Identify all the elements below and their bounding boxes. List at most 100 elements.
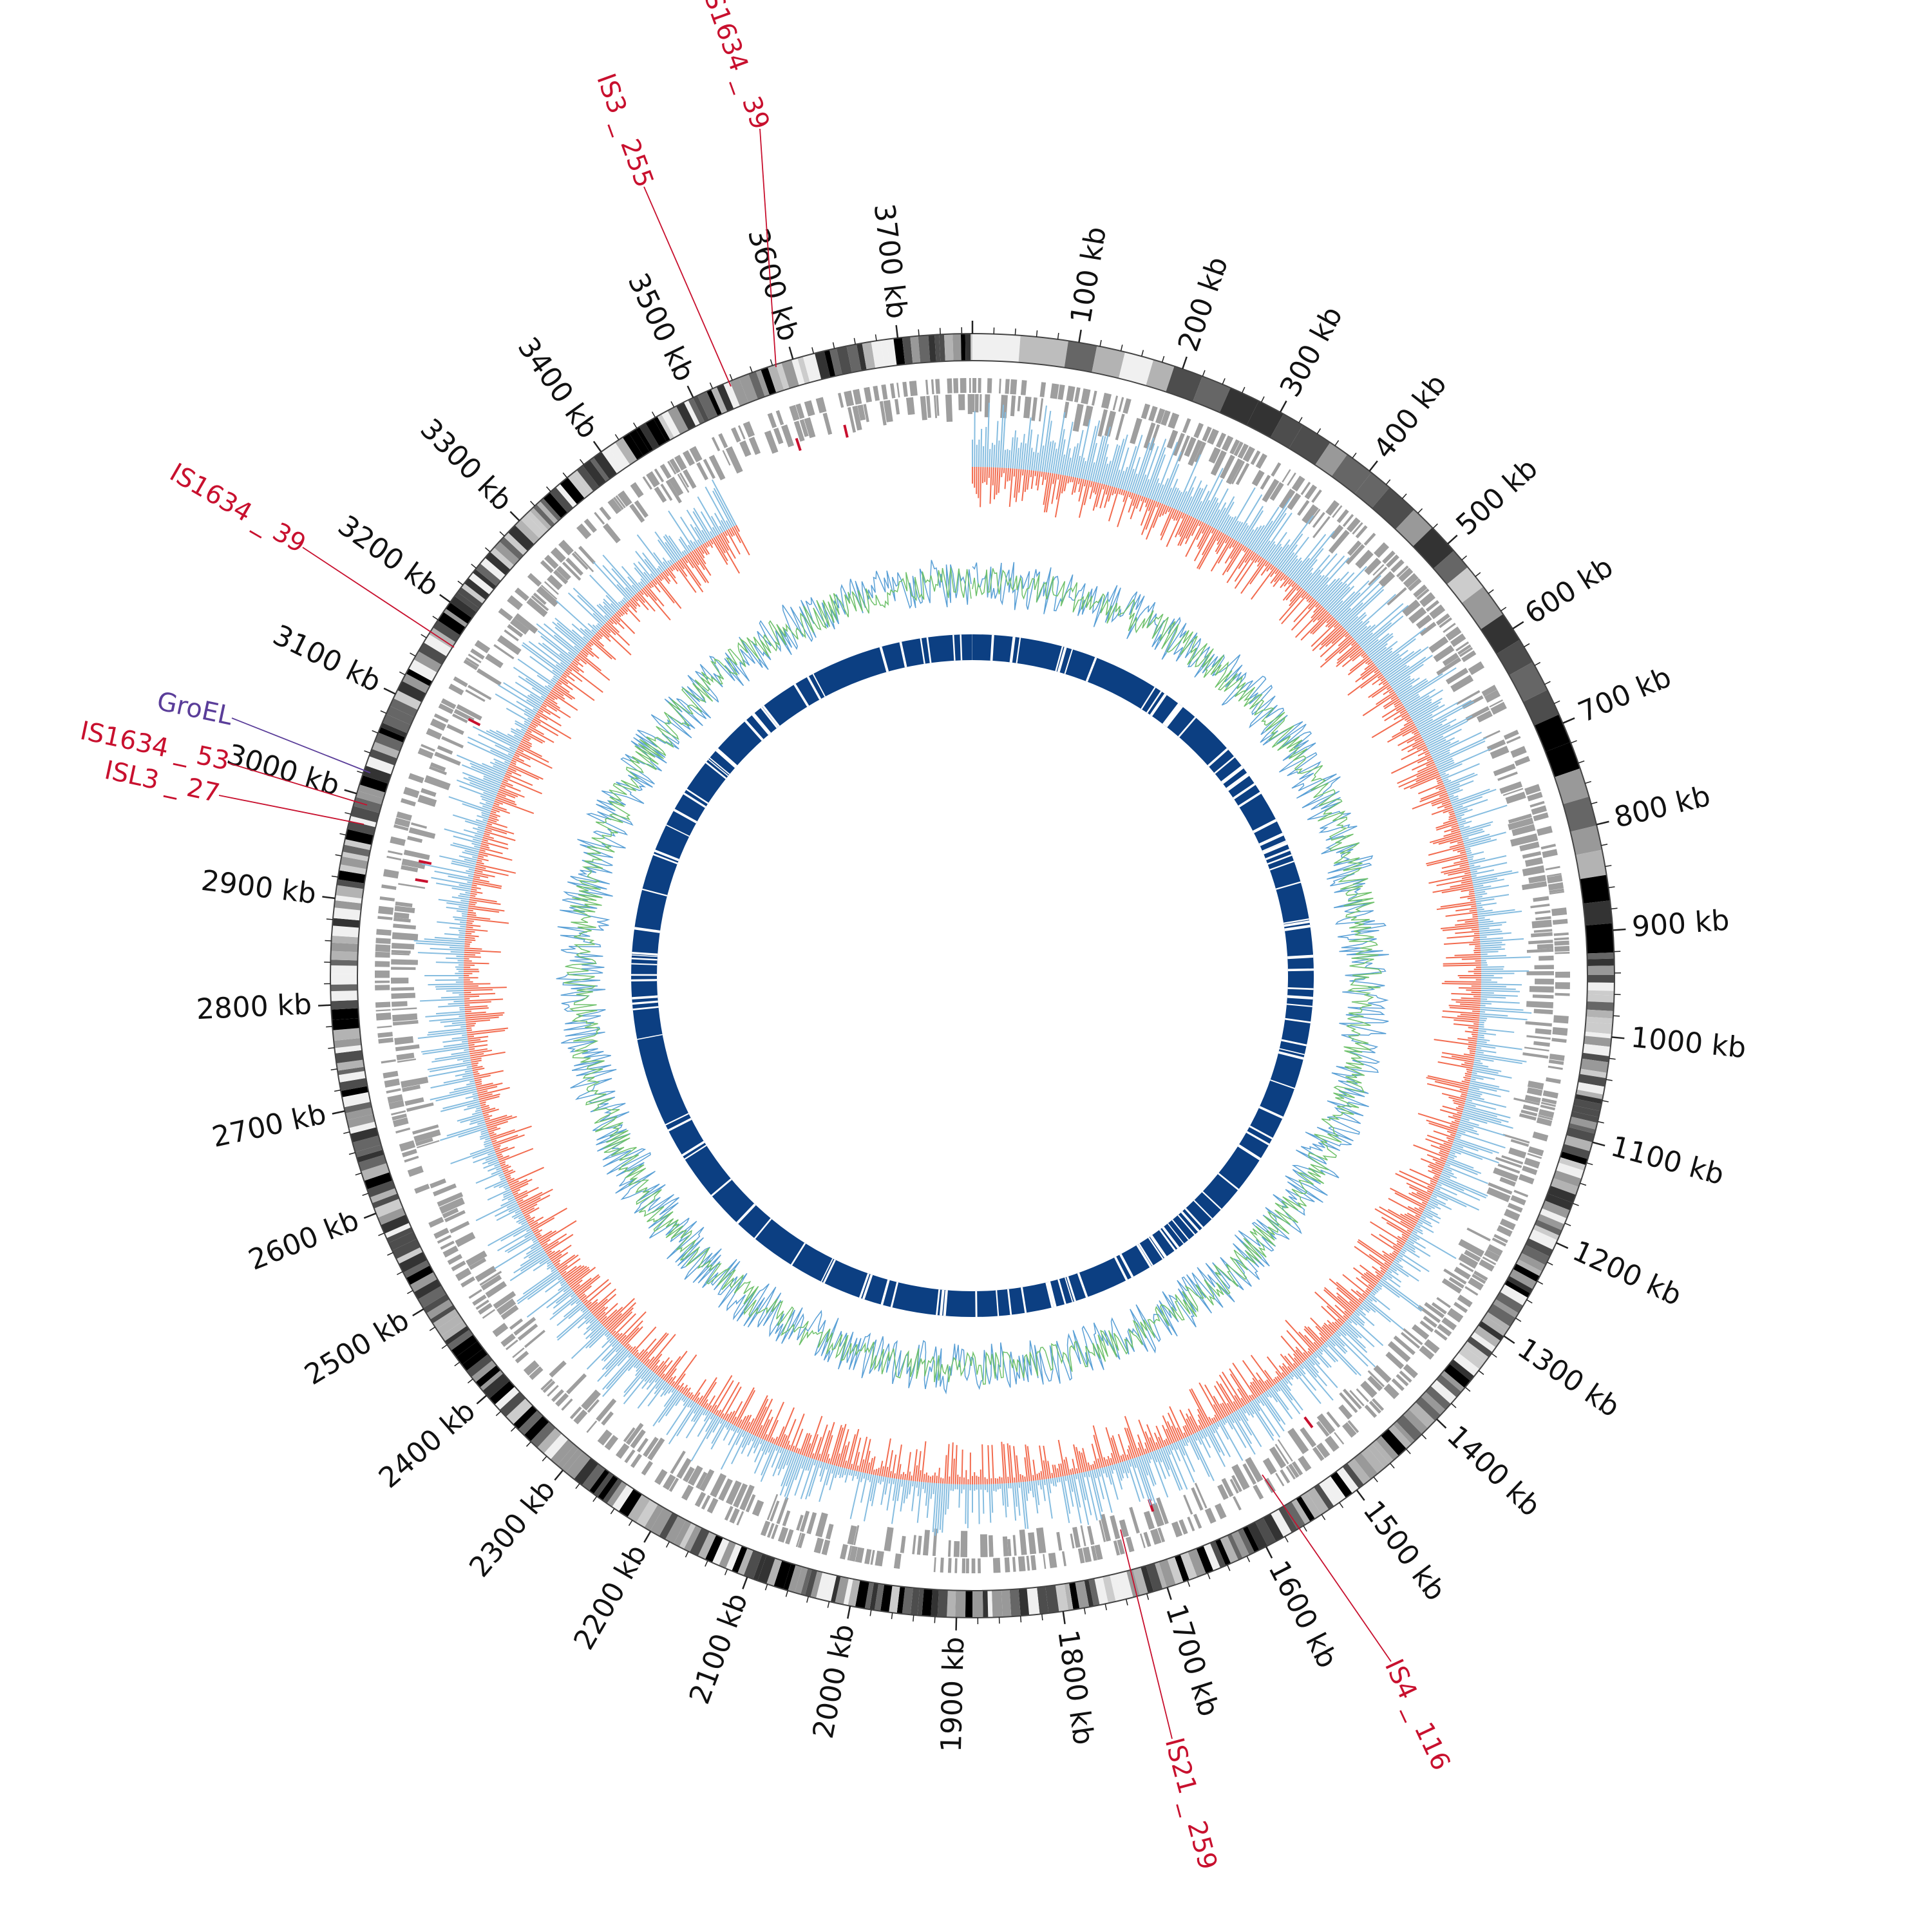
coverage-red-bar <box>1077 478 1081 484</box>
coverage-blue-bar <box>1465 1101 1497 1110</box>
coverage-red-bar <box>636 1349 645 1359</box>
coverage-blue-bar <box>1050 1478 1052 1484</box>
gene-tile <box>1125 1537 1135 1553</box>
coverage-blue-bar <box>592 612 605 625</box>
coverage-blue-bar <box>1456 1131 1506 1149</box>
coverage-red-bar <box>706 541 710 547</box>
coverage-blue-bar <box>461 764 503 782</box>
coverage-red-bar <box>596 631 603 638</box>
coverage-red-bar <box>650 580 661 593</box>
coverage-red-bar <box>471 1062 479 1065</box>
gene-tile <box>453 676 468 688</box>
gene-tile <box>847 1545 852 1560</box>
coverage-red-bar <box>1039 1445 1045 1480</box>
minor-tick <box>542 1455 547 1462</box>
coverage-blue-bar <box>556 600 595 636</box>
chromosome-band <box>330 974 358 985</box>
coverage-blue-bar <box>571 623 591 641</box>
gene-tile <box>381 1059 396 1064</box>
coverage-blue-bar <box>417 1032 468 1039</box>
minor-tick <box>1417 508 1423 514</box>
coverage-blue-bar <box>800 1459 815 1499</box>
coverage-blue-bar <box>1257 1396 1265 1406</box>
coverage-blue-bar <box>472 1149 495 1159</box>
chromosome-band <box>446 602 472 624</box>
coverage-red-bar <box>1211 527 1215 534</box>
coverage-red-bar <box>927 1475 929 1483</box>
cds-gap <box>812 673 826 697</box>
coverage-blue-bar <box>1045 1479 1053 1519</box>
coverage-red-bar <box>486 1115 513 1125</box>
coverage-blue-bar <box>1460 821 1493 832</box>
coverage-blue-bar <box>1450 1149 1462 1155</box>
coverage-red-bar <box>524 735 531 740</box>
coverage-red-bar <box>1091 1443 1099 1469</box>
minor-tick <box>1284 1536 1289 1543</box>
coverage-red-bar <box>471 1059 482 1063</box>
coverage-red-bar <box>715 1410 719 1416</box>
chromosome-band <box>917 1588 924 1616</box>
coverage-blue-bar <box>689 1401 695 1408</box>
coverage-blue-bar <box>1354 1311 1360 1316</box>
coverage-red-bar <box>685 555 694 569</box>
gene-tile <box>1339 1392 1358 1414</box>
gene-tile <box>437 745 453 755</box>
coverage-red-bar <box>665 1368 677 1383</box>
cds-gap <box>1148 1236 1164 1260</box>
gene-tile <box>1531 919 1552 929</box>
coverage-blue-bar <box>685 1408 706 1439</box>
chromosome-band <box>372 741 400 759</box>
coverage-red-bar <box>539 707 551 715</box>
coverage-red-bar <box>1407 1206 1423 1215</box>
gene-tile <box>1280 1469 1291 1484</box>
coverage-red-bar <box>632 596 639 601</box>
cds-gap <box>1055 646 1064 672</box>
coverage-blue-bar <box>451 1051 470 1056</box>
coverage-blue-bar <box>1132 1458 1137 1468</box>
coverage-blue-bar <box>690 1416 718 1462</box>
coverage-red-bar <box>1001 1441 1005 1484</box>
coverage-red-bar <box>602 1306 623 1327</box>
coverage-blue-bar <box>1385 646 1429 679</box>
chromosome-band <box>931 1589 939 1617</box>
coverage-blue-bar <box>958 1484 961 1508</box>
coverage-blue-bar <box>604 1331 610 1336</box>
coverage-blue-bar <box>1052 1477 1055 1486</box>
gene-tile <box>1458 1253 1479 1269</box>
coverage-blue-bar <box>421 1045 469 1053</box>
coverage-blue-bar <box>618 601 623 607</box>
coverage-red-bar <box>496 794 516 803</box>
coverage-red-bar <box>856 1465 859 1472</box>
coverage-red-bar <box>1104 486 1112 508</box>
coverage-blue-bar <box>1140 1455 1149 1476</box>
coverage-red-bar <box>1417 750 1429 757</box>
chromosome-band <box>544 1433 569 1460</box>
coverage-blue-bar <box>422 1046 469 1055</box>
coverage-blue-bar <box>517 1273 560 1305</box>
coverage-blue-bar <box>513 1226 531 1237</box>
coverage-blue-bar <box>475 1171 504 1184</box>
coverage-blue-bar <box>467 1103 480 1108</box>
coverage-blue-bar <box>1252 520 1273 552</box>
coverage-blue-bar <box>1281 536 1309 573</box>
chromosome-band <box>444 1325 469 1345</box>
coverage-blue-bar <box>662 1383 668 1391</box>
coverage-red-bar <box>491 810 497 814</box>
gene-tile <box>1091 390 1097 406</box>
coverage-red-bar <box>467 1030 506 1036</box>
gene-tile <box>395 1044 420 1052</box>
chromosome-band <box>1068 1582 1080 1610</box>
chromosome-band <box>937 1589 948 1618</box>
coverage-red-bar <box>1467 896 1475 900</box>
minor-tick <box>1352 452 1357 459</box>
minor-tick <box>1586 1162 1593 1166</box>
coverage-red-bar <box>1368 683 1389 698</box>
coverage-blue-bar <box>1463 833 1490 842</box>
chromosome-band <box>982 1590 989 1618</box>
coverage-red-bar <box>1383 1254 1394 1262</box>
chromosome-band <box>889 1585 900 1614</box>
minor-tick <box>670 401 675 408</box>
gene-tile <box>1533 812 1549 822</box>
chromosome-band <box>1342 1463 1364 1489</box>
coverage-blue-bar <box>851 1470 854 1476</box>
